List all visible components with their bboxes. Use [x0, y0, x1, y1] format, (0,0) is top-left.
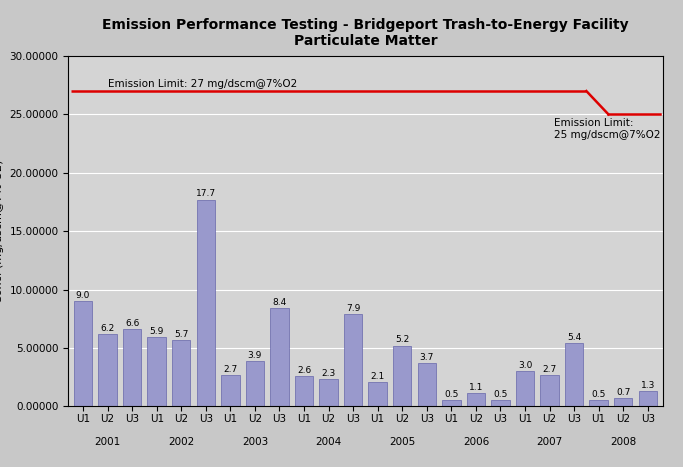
Bar	[320, 379, 338, 406]
Text: 2003: 2003	[242, 437, 268, 447]
Bar	[614, 398, 632, 406]
Text: 2.1: 2.1	[371, 372, 385, 381]
Bar	[344, 314, 363, 406]
Text: 8.4: 8.4	[273, 298, 287, 307]
Text: 2.6: 2.6	[297, 366, 311, 375]
Bar	[565, 343, 583, 406]
Text: 2008: 2008	[610, 437, 637, 447]
Text: 2004: 2004	[316, 437, 342, 447]
Text: 2.3: 2.3	[322, 369, 336, 378]
Y-axis label: Conc. (mg/dscm@7% O2): Conc. (mg/dscm@7% O2)	[0, 159, 4, 303]
Text: 5.9: 5.9	[150, 327, 164, 336]
Text: 2005: 2005	[389, 437, 415, 447]
Text: 2.7: 2.7	[223, 365, 238, 374]
Bar	[393, 346, 411, 406]
Text: 5.4: 5.4	[567, 333, 581, 342]
Text: 17.7: 17.7	[196, 190, 216, 198]
Text: 3.7: 3.7	[419, 353, 434, 362]
Text: 3.9: 3.9	[248, 351, 262, 360]
Bar	[540, 375, 559, 406]
Bar	[442, 400, 460, 406]
Bar	[270, 308, 289, 406]
Text: 2006: 2006	[463, 437, 489, 447]
Text: 0.5: 0.5	[493, 390, 507, 399]
Bar	[172, 340, 191, 406]
Text: 6.2: 6.2	[100, 324, 115, 333]
Bar	[221, 375, 240, 406]
Text: 2007: 2007	[536, 437, 563, 447]
Text: 0.7: 0.7	[616, 388, 630, 397]
Bar	[148, 337, 166, 406]
Text: Emission Limit:
25 mg/dscm@7%O2: Emission Limit: 25 mg/dscm@7%O2	[555, 118, 661, 140]
Bar	[74, 301, 92, 406]
Text: 2001: 2001	[94, 437, 121, 447]
Text: Emission Limit: 27 mg/dscm@7%O2: Emission Limit: 27 mg/dscm@7%O2	[108, 79, 297, 89]
Bar	[368, 382, 387, 406]
Text: 9.0: 9.0	[76, 291, 90, 300]
Bar	[123, 329, 141, 406]
Bar	[246, 361, 264, 406]
Bar	[516, 371, 534, 406]
Text: 0.5: 0.5	[591, 390, 606, 399]
Text: 1.1: 1.1	[469, 383, 483, 392]
Text: 5.2: 5.2	[395, 335, 409, 345]
Bar	[466, 393, 485, 406]
Text: 0.5: 0.5	[444, 390, 458, 399]
Bar	[491, 400, 510, 406]
Text: 7.9: 7.9	[346, 304, 361, 313]
Bar	[197, 199, 215, 406]
Text: 1.3: 1.3	[641, 381, 655, 390]
Text: 5.7: 5.7	[174, 330, 189, 339]
Text: 6.6: 6.6	[125, 319, 139, 328]
Bar	[98, 334, 117, 406]
Text: 2002: 2002	[168, 437, 195, 447]
Text: 2.7: 2.7	[542, 365, 557, 374]
Bar	[295, 376, 313, 406]
Title: Emission Performance Testing - Bridgeport Trash-to-Energy Facility
Particulate M: Emission Performance Testing - Bridgepor…	[102, 18, 629, 48]
Bar	[589, 400, 608, 406]
Bar	[639, 391, 657, 406]
Bar	[417, 363, 436, 406]
Text: 3.0: 3.0	[518, 361, 532, 370]
